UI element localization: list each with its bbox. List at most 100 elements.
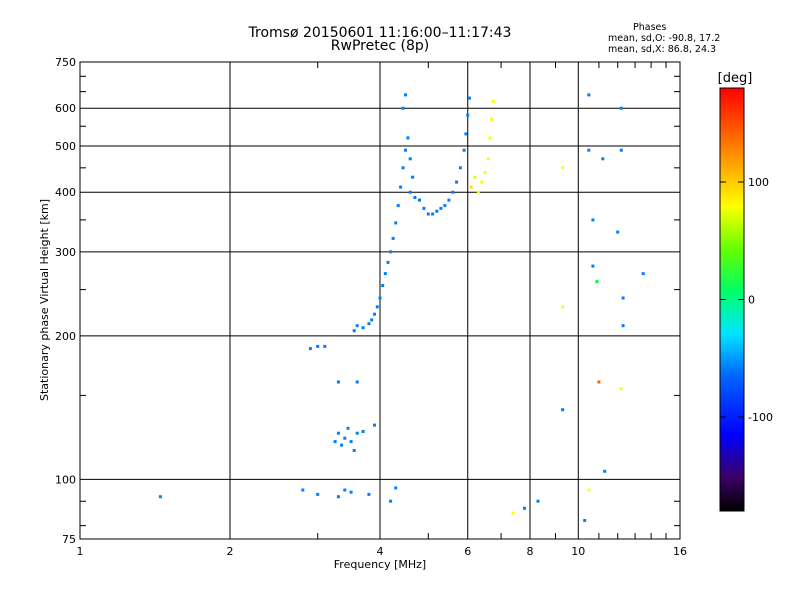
data-point (316, 344, 320, 348)
plot-frame (79, 61, 681, 540)
phase-o-stats: mean, sd,O: -90.8, 17.2 (608, 33, 721, 44)
data-point (355, 431, 359, 435)
y-tick-label: 300 (55, 246, 76, 259)
chart-title: Tromsø 20150601 11:16:00–11:17:43 (248, 25, 512, 41)
data-point (597, 380, 601, 384)
y-tick-label: 600 (55, 102, 76, 115)
colorbar-tick-label: 0 (748, 294, 755, 307)
data-point (346, 426, 350, 430)
data-point (394, 486, 398, 490)
data-point (373, 423, 376, 427)
colorbar-label: [deg] (718, 71, 753, 86)
data-point (411, 175, 415, 179)
data-point (361, 326, 365, 330)
phase-heading: Phases (633, 22, 667, 33)
x-tick-label: 6 (464, 545, 471, 558)
colorbar-tick-label: 100 (748, 176, 769, 189)
data-point (583, 519, 587, 522)
data-point (391, 236, 395, 240)
data-point (367, 322, 371, 326)
data-point (511, 511, 515, 515)
data-point (389, 499, 393, 503)
data-point (435, 209, 439, 213)
data-point (619, 106, 623, 110)
data-point (352, 329, 356, 333)
data-point (418, 198, 421, 202)
data-point (413, 196, 417, 199)
data-point (422, 206, 426, 210)
data-point (323, 344, 327, 348)
data-point (349, 490, 353, 494)
data-point (488, 136, 492, 140)
data-point (641, 272, 645, 276)
data-point (486, 157, 490, 161)
colorbar-ticks: 100 0 -100 (720, 176, 773, 424)
data-point (394, 221, 398, 225)
data-point (381, 284, 385, 287)
data-point (401, 166, 405, 170)
data-point (523, 506, 526, 510)
data-point (404, 148, 407, 152)
x-axis-ticks: 1 2 4 6 8 10 16 (77, 62, 687, 558)
y-tick-label: 75 (62, 533, 76, 546)
data-point (361, 430, 365, 433)
data-point (408, 157, 412, 161)
data-point (404, 93, 407, 97)
data-point (383, 272, 387, 276)
data-point (370, 318, 374, 322)
x-tick-label: 2 (227, 545, 234, 558)
y-tick-label: 750 (55, 56, 76, 69)
data-point (340, 443, 344, 447)
data-point (399, 185, 403, 189)
data-point (490, 117, 494, 121)
data-point (396, 204, 400, 208)
data-point (401, 106, 405, 110)
data-point (561, 305, 565, 309)
data-point (587, 488, 591, 492)
data-point (336, 380, 340, 384)
data-point (621, 296, 625, 300)
data-point (473, 175, 477, 179)
data-point (536, 499, 540, 503)
grid-lines (80, 62, 680, 539)
data-point (447, 198, 451, 202)
data-point (336, 495, 340, 499)
y-tick-label: 100 (55, 473, 76, 486)
data-point (333, 440, 337, 444)
data-point (386, 260, 390, 264)
data-point (616, 230, 620, 234)
data-point (561, 408, 565, 412)
data-point (591, 218, 595, 222)
data-point (466, 113, 470, 117)
x-tick-label: 4 (377, 545, 384, 558)
data-point (158, 495, 162, 499)
data-point (455, 180, 459, 184)
data-point (601, 157, 605, 161)
colorbar-tick-label: -100 (748, 411, 773, 424)
data-point (355, 380, 359, 384)
data-point (426, 212, 430, 216)
data-point (343, 436, 347, 440)
data-point (349, 440, 353, 444)
data-point (476, 190, 480, 194)
data-points (158, 93, 645, 522)
y-tick-label: 500 (55, 140, 76, 153)
data-point (464, 132, 468, 136)
data-point (373, 312, 376, 316)
data-point (301, 488, 305, 492)
chart-subtitle: RwPretec (8p) (330, 38, 430, 54)
data-point (462, 148, 466, 152)
data-point (375, 305, 379, 309)
data-point (603, 469, 607, 473)
x-tick-label: 1 (77, 545, 84, 558)
data-point (316, 492, 320, 496)
data-point (619, 148, 623, 152)
y-axis-ticks: 75 100 200 300 400 500 600 750 (55, 56, 680, 546)
data-point (443, 204, 447, 208)
data-point (408, 190, 412, 194)
data-point (343, 488, 347, 492)
data-point (308, 347, 312, 351)
phase-x-stats: mean, sd,X: 86.8, 24.3 (608, 44, 717, 55)
data-point (587, 93, 591, 97)
